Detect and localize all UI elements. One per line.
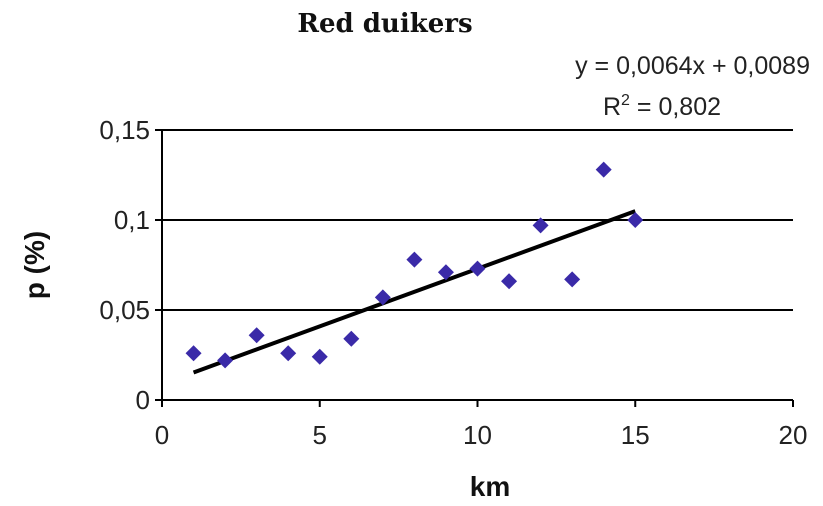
data-point-14 [595,161,612,178]
trendline [192,209,636,375]
chart-title: Red duikers [297,9,472,39]
data-point-13 [564,271,581,288]
x-axis-label: km [470,471,510,502]
trendline-equation: y = 0,0064x + 0,0089 [575,52,810,80]
data-point-5 [311,348,328,365]
r-squared-label: R2 = 0,802 [603,92,721,121]
x-tick-labels: 0 5 10 15 20 [155,400,808,450]
data-point-4 [280,345,297,362]
data-point-6 [343,330,360,347]
y-tick-labels: 0 0,05 0,1 0,15 [99,115,162,415]
y-tick-label-2: 0,1 [114,205,150,235]
data-point-7 [374,289,391,306]
data-point-11 [501,273,518,290]
x-tick-label-4: 20 [779,420,808,450]
data-point-10 [469,260,486,277]
y-axis-label: p (%) [19,231,50,299]
x-tick-label-3: 15 [621,420,650,450]
data-point-15 [627,212,644,228]
data-point-8 [406,251,423,268]
data-point-9 [437,264,454,281]
x-tick-label-0: 0 [155,420,169,450]
x-tick-label-2: 10 [463,420,492,450]
y-tick-label-0: 0 [136,385,150,415]
data-points [185,161,644,369]
data-point-1 [185,345,202,362]
gridlines [162,129,793,311]
data-point-12 [532,217,549,234]
data-point-3 [248,327,265,344]
y-tick-label-1: 0,05 [99,295,150,325]
y-tick-label-3: 0,15 [99,115,150,145]
x-tick-label-1: 5 [313,420,327,450]
trendline-group [192,209,636,375]
data-point-2 [217,352,234,369]
